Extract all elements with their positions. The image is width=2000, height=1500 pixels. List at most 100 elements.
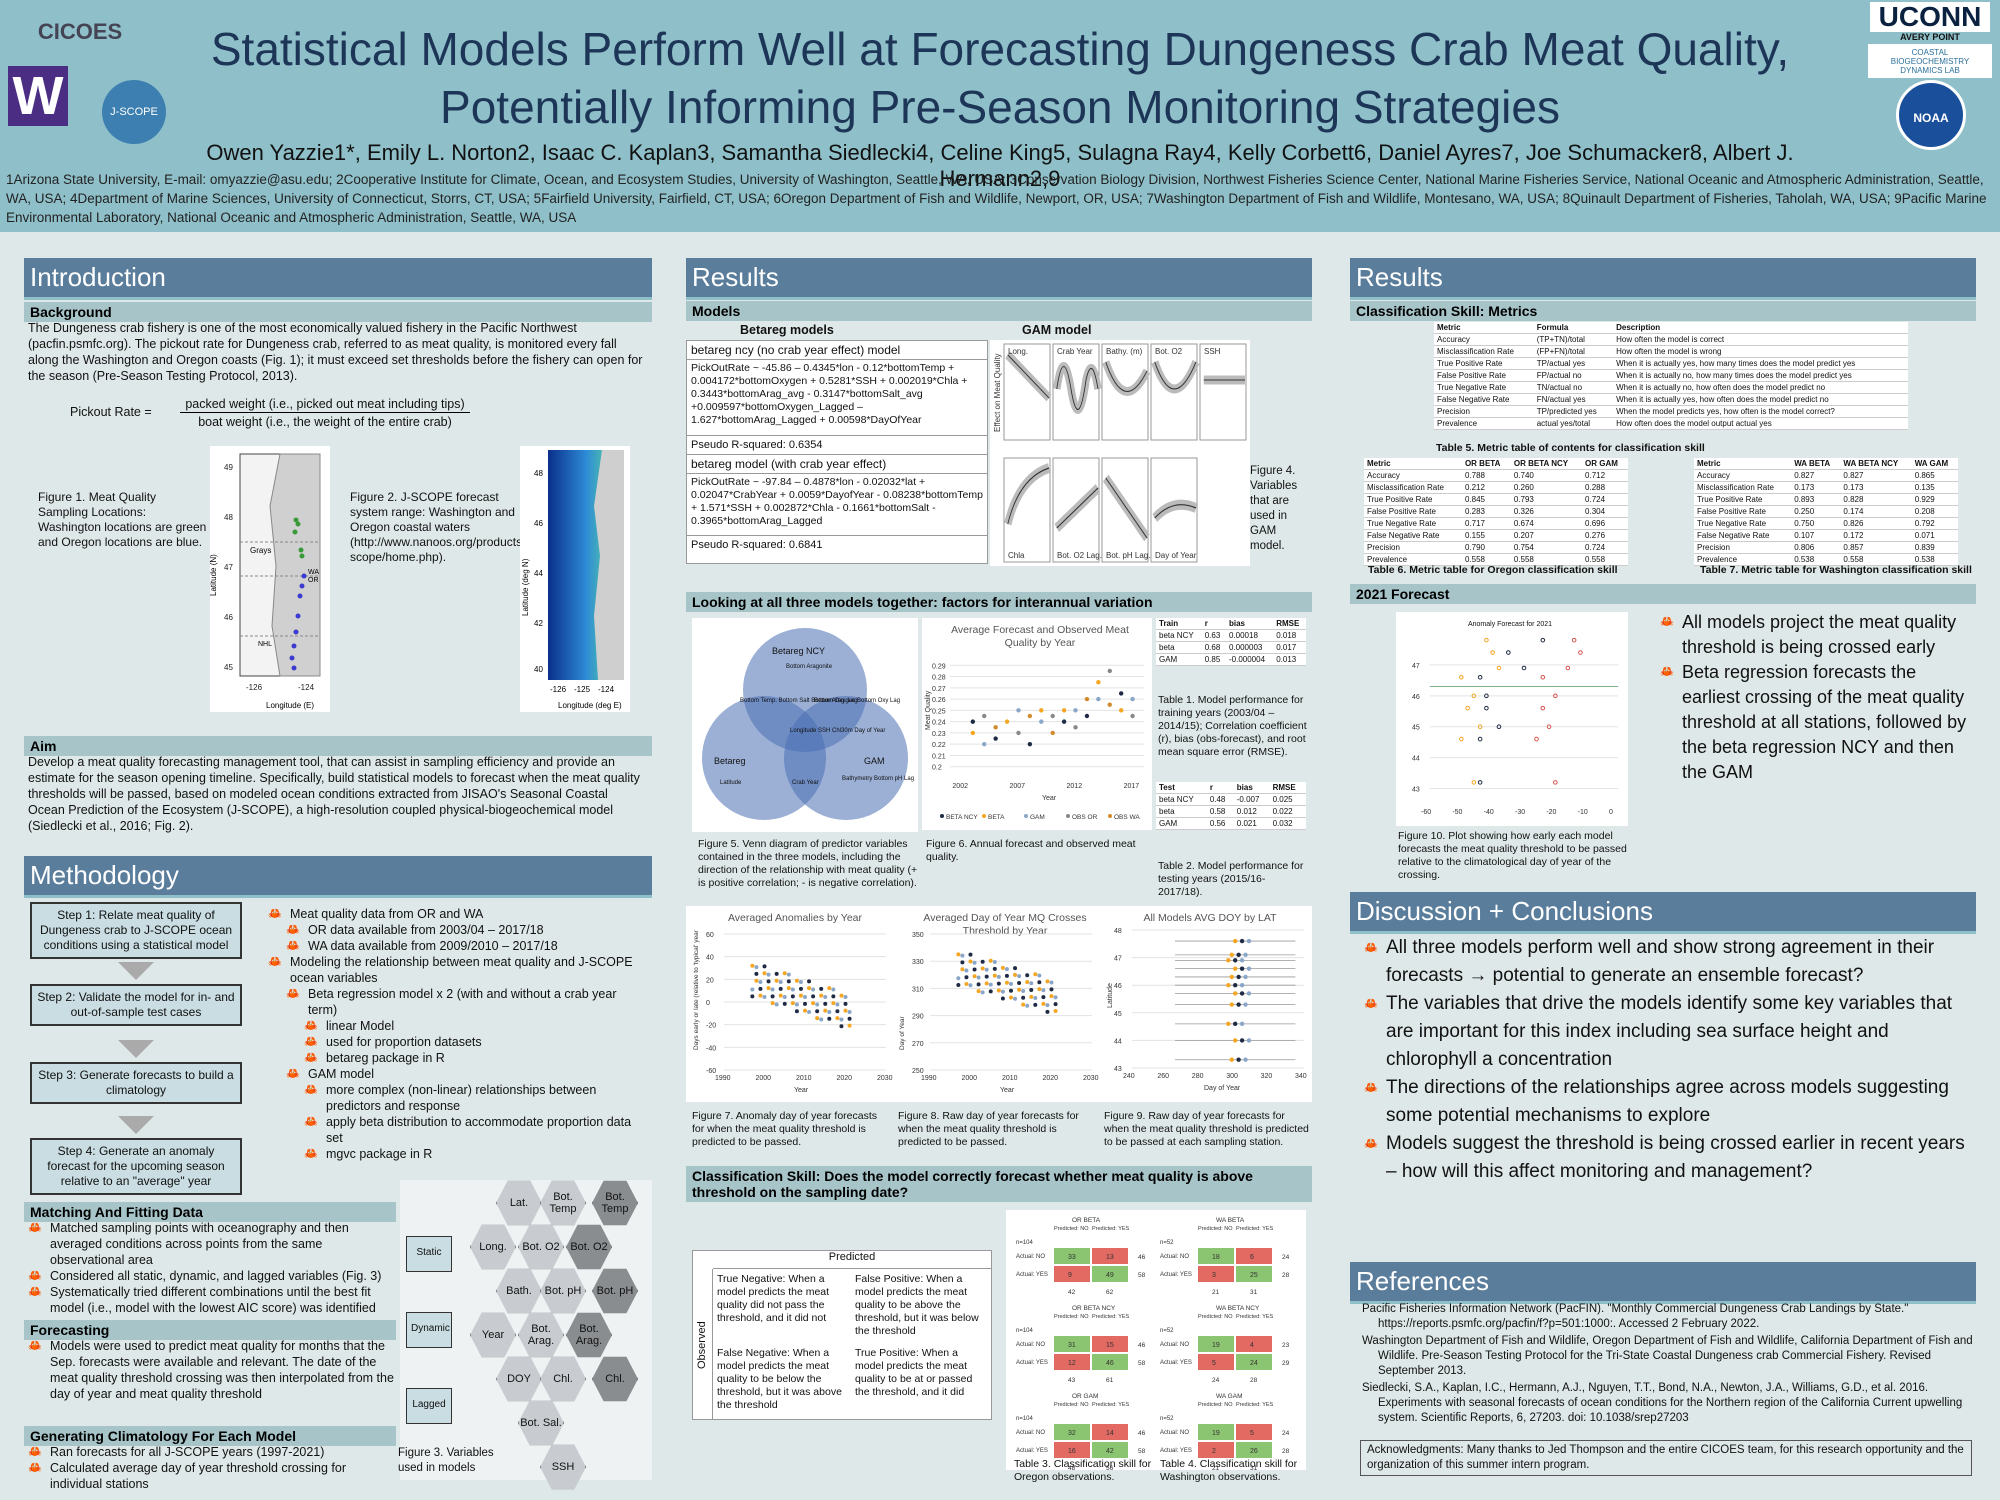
table-cell: When it is actually no, how many times d… (1613, 369, 1908, 382)
x-tick-label: -50 (1452, 809, 1462, 816)
cm-n: n=52 (1160, 1416, 1174, 1422)
acknowledgments: Acknowledgments: Many thanks to Jed Thom… (1360, 1440, 1972, 1476)
fig6-point (993, 736, 998, 741)
fig9-point (1229, 1057, 1234, 1062)
fig9-point (1229, 952, 1234, 958)
gam-panel-label: Crab Year (1057, 347, 1093, 356)
step-1: Step 1: Relate meat quality of Dungeness… (30, 902, 242, 959)
bullet-item: Ran forecasts for all J-SCOPE years (199… (28, 1444, 396, 1460)
table-row: Accuracy 0.827 0.827 0.865 (1694, 469, 1958, 482)
gam-panel-top: Long. (1003, 343, 1052, 441)
table-cell: 0.173 (1791, 481, 1841, 494)
references-list: Pacific Fisheries Information Network (P… (1362, 1302, 1974, 1428)
y-tick-label: 0.21 (932, 753, 946, 760)
table7-caption: Table 7. Metric table for Washington cla… (1700, 564, 1972, 576)
fig9-point (1226, 958, 1231, 963)
fig6-point (1061, 719, 1067, 724)
y-tick-label: 0.22 (932, 742, 946, 749)
fig8-svg-point (968, 983, 973, 988)
hex-doy: DOY (496, 1356, 542, 1402)
fig9-point (1226, 1021, 1231, 1027)
table-cell: GAM (1156, 817, 1207, 830)
table-cell: 0.304 (1582, 505, 1628, 518)
fig9-point (1236, 952, 1241, 958)
cm-cell (1092, 1442, 1128, 1458)
gam-panel-bottom: Day of Year (1150, 457, 1198, 563)
table-cell: 0.012 (1233, 805, 1270, 818)
fig6-point (970, 730, 976, 736)
table-row: Precision TP/predicted yes When the model … (1434, 405, 1908, 418)
fig10-point (1553, 693, 1558, 699)
step-arrow (118, 962, 154, 980)
gam-panel-bottom: Bot. O2 Lag. (1052, 457, 1102, 563)
cm-cell-value: 19 (1212, 1342, 1220, 1349)
fig10-panel (1396, 612, 1628, 826)
table-cell: FP/actual no (1533, 369, 1614, 382)
fig6-legend-marker (1024, 814, 1028, 818)
fig6-chart: 0.2 0.21 0.22 0.23 0.24 0.25 0.26 0.27 0.28 0.29 2… (925, 663, 1144, 821)
x-tick-label: 340 (1295, 1073, 1307, 1080)
cm-col-header: Predicted: NO (1198, 1226, 1233, 1232)
table-cell: Prevalence (1364, 553, 1462, 566)
table-cell: 0.032 (1269, 817, 1306, 830)
table-cell: False Negative Rate (1434, 393, 1534, 406)
fig6-point (982, 741, 987, 747)
fig8-svg-point (1004, 967, 1009, 972)
confusion-matrix: WA BETA Predicted: NO Predicted: YES n=52 Ac… (1160, 1217, 1290, 1296)
reference-item: Pacific Fisheries Information Network (P… (1362, 1303, 1909, 1330)
section-introduction: Introduction (24, 258, 652, 300)
subheading-matching: Matching And Fitting Data (24, 1202, 396, 1222)
table-cell: 0.85 (1201, 653, 1226, 666)
table-cell: 0.712 (1582, 469, 1628, 482)
fig1-caption: Figure 1. Meat Quality Sampling Location… (38, 490, 207, 549)
hex-bot-temp: Bot. Temp (540, 1180, 586, 1226)
fig8-svg-point (1041, 995, 1046, 1000)
x-tick-label: 240 (1123, 1073, 1135, 1080)
table-cell: 0.208 (1911, 505, 1958, 518)
fig9-point (1246, 966, 1252, 971)
table-row: True Positive Rate 0.893 0.828 0.929 (1694, 493, 1958, 506)
fig9-point (1239, 958, 1245, 963)
table-cell: 0.260 (1510, 481, 1583, 494)
fig6-point (993, 725, 998, 730)
fig8-svg-point (980, 966, 985, 971)
venn-ab: Bottom Temp. Bottom Salt Bottom Arag. La… (740, 698, 858, 704)
fig6-legend-label: GAM (1030, 814, 1045, 821)
table-header-cell: Metric (1434, 322, 1534, 334)
matching-list: Matched sampling points with oceanograph… (28, 1220, 396, 1316)
fig7-svg-point (782, 1001, 787, 1006)
y-tick-label: 47 (1412, 663, 1420, 670)
table-cell: Precision (1694, 541, 1792, 554)
x-tick-label: -40 (1484, 809, 1494, 816)
fig7-svg-point (815, 1016, 820, 1021)
step-2: Step 2: Validate the model for in- and o… (30, 984, 242, 1026)
x-tick-label: 2007 (1009, 783, 1025, 790)
fig8-svg-point (1029, 981, 1034, 986)
fig6-legend-label: OBS OR (1072, 814, 1098, 821)
fig8-svg-point (960, 960, 965, 965)
observed-label: Observed (693, 1269, 713, 1419)
cm-n: n=104 (1016, 1416, 1034, 1422)
bullet-item: Models were used to predict meat quality… (28, 1338, 396, 1402)
table-cell: 0.135 (1911, 481, 1958, 494)
fig8-svg-point (968, 952, 973, 957)
gam-panel-label: Bot. pH Lag. (1106, 551, 1150, 560)
fig7-svg-point (794, 1009, 799, 1014)
fig7-svg-point (762, 964, 767, 969)
fig8-svg-point (1009, 995, 1013, 1000)
cat-lagged: Lagged (406, 1388, 452, 1424)
x-tick-label: 2002 (952, 783, 968, 790)
x-tick-label: 2020 (837, 1075, 853, 1082)
section-references: References (1350, 1262, 1976, 1304)
y-tick-label: 0.29 (932, 663, 946, 670)
fig8-svg-point (992, 966, 997, 971)
bullet-item: WA data available from 2009/2010 – 2017/… (286, 938, 648, 954)
fig8-svg-point (1004, 980, 1009, 985)
table-header-cell: Description (1613, 322, 1908, 334)
affiliations: 1Arizona State University, E-mail: omyaz… (6, 172, 1987, 225)
subheading-models: Models (686, 301, 1312, 321)
fig8-svg-point (972, 974, 977, 979)
fig7-svg-point (831, 1001, 836, 1006)
svg-text:47: 47 (224, 563, 233, 572)
table-row: GAM 0.56 0.021 0.032 (1156, 817, 1306, 830)
